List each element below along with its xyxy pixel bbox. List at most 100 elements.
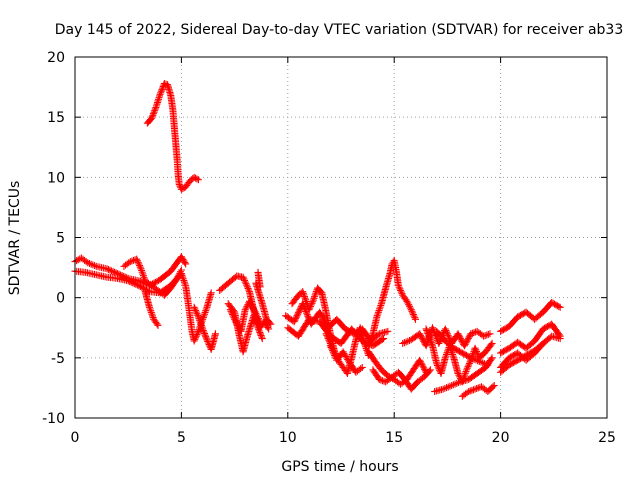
interp-point [441,384,449,392]
interp-point [464,336,472,344]
interp-point [234,322,242,330]
interp-point [368,333,376,341]
interp-point [328,347,336,355]
interp-point [457,336,465,344]
interp-point [476,383,484,391]
interp-point [172,276,180,284]
interp-point [405,301,413,309]
interp-point [406,304,414,312]
interp-point [191,335,199,343]
interp-point [202,333,210,341]
interp-point [159,84,167,92]
interp-point [138,268,146,276]
interp-point [228,311,236,319]
interp-point [417,358,425,366]
series-drop-1 [141,288,162,329]
data-point [471,385,479,393]
interp-point [89,261,97,269]
interp-point [423,326,431,334]
interp-point [292,313,300,321]
x-tick-label: 20 [492,430,510,446]
interp-point [201,310,209,318]
interp-point [456,333,464,341]
interp-point [243,281,251,289]
interp-point [366,337,374,345]
data-point [480,332,488,340]
data-point [265,325,273,333]
interp-point [444,331,452,339]
interp-point [479,359,487,367]
interp-point [463,364,471,372]
data-point [290,318,298,326]
interp-point [191,305,199,313]
data-point [375,375,383,383]
interp-point [196,318,204,326]
interp-point [474,357,482,365]
interp-point [326,338,334,346]
interp-point [241,278,249,286]
y-tick-label: 20 [47,50,65,66]
interp-point [365,340,373,348]
interp-point [449,350,457,358]
interp-point [330,350,338,358]
data-point [365,342,373,350]
interp-point [200,328,208,336]
data-point [407,306,415,314]
data-point [373,312,381,320]
interp-point [487,355,495,363]
interp-point [193,175,201,183]
interp-point [418,361,426,369]
interp-point [253,322,261,330]
interp-point [295,307,303,315]
interp-point [417,359,425,367]
interp-point [419,362,427,370]
interp-point [244,284,252,292]
y-tick-label: 0 [56,291,65,307]
interp-point [148,113,156,121]
interp-point [200,312,208,320]
interp-point [132,280,140,288]
data-point [145,303,153,311]
interp-point [181,259,189,267]
data-point [422,342,430,350]
interp-point [461,340,469,348]
y-tick-label: 10 [47,170,65,186]
interp-point [472,347,480,355]
data-point [299,288,307,296]
x-tick-label: 25 [598,430,616,446]
data-point [133,255,141,263]
data-point [433,360,441,368]
interp-point [487,341,495,349]
interp-point [472,328,480,336]
data-point [309,296,317,304]
interp-point [266,319,274,327]
series-mid-c [226,297,264,335]
interp-point [201,330,209,338]
interp-point [444,383,452,391]
interp-point [472,356,480,364]
interp-point [463,337,471,345]
interp-point [357,365,365,373]
data-point [454,330,462,338]
data-point [137,265,145,273]
data-point [194,176,202,184]
interp-point [149,111,157,119]
interp-point [301,294,309,302]
interp-point [376,303,384,311]
interp-point [199,314,207,322]
interp-point [180,257,188,265]
data-point [475,357,483,365]
interp-point [303,311,311,319]
interp-point [135,260,143,268]
interp-point [148,310,156,318]
data-point [160,79,168,87]
interp-point [133,281,141,289]
series-low-a [326,342,366,376]
interp-point [404,337,412,345]
interp-point [396,285,404,293]
data-point [148,114,156,122]
interp-point [421,365,429,373]
interp-point [87,260,95,268]
interp-point [312,289,320,297]
interp-point [127,278,135,286]
